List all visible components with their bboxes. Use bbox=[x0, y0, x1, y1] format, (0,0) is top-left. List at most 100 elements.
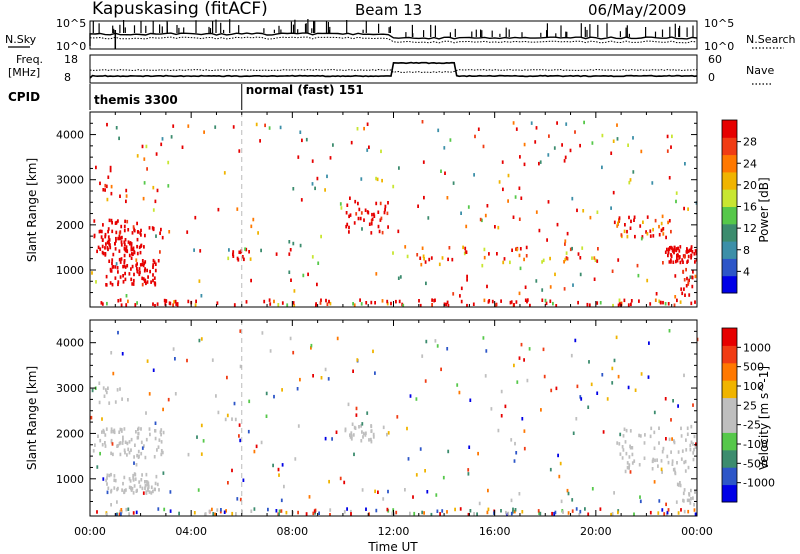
range-gate-cell bbox=[397, 229, 400, 234]
range-gate-cell bbox=[297, 424, 300, 428]
range-gate-cell bbox=[436, 509, 439, 513]
range-gate-cell bbox=[497, 225, 500, 230]
range-gate-cell bbox=[113, 474, 116, 478]
range-gate-cell bbox=[110, 503, 112, 507]
range-gate-cell bbox=[612, 303, 614, 308]
range-gate-cell bbox=[578, 513, 581, 517]
range-gate-cell bbox=[483, 298, 486, 303]
range-gate-cell bbox=[526, 378, 529, 383]
range-gate-cell bbox=[618, 216, 621, 220]
range-gate-cell bbox=[299, 377, 301, 382]
range-gate-cell bbox=[649, 510, 652, 515]
range-gate-cell bbox=[105, 427, 108, 431]
range-gate-cell bbox=[515, 300, 518, 304]
range-gate-cell bbox=[125, 294, 128, 298]
range-gate-cell bbox=[278, 513, 280, 517]
range-gate-cell bbox=[584, 507, 586, 511]
range-gate-cell bbox=[426, 490, 429, 494]
range-gate-cell bbox=[623, 229, 626, 234]
range-gate-cell bbox=[288, 252, 291, 256]
range-gate-cell bbox=[543, 374, 546, 379]
range-gate-cell bbox=[120, 303, 123, 307]
range-gate-cell bbox=[156, 188, 159, 193]
range-gate-cell bbox=[396, 415, 399, 419]
range-gate-cell bbox=[668, 176, 671, 180]
range-gate-cell bbox=[506, 512, 508, 517]
range-gate-cell bbox=[154, 429, 156, 433]
range-gate-cell bbox=[197, 488, 200, 492]
cpid-panel: CPID themis 3300 normal (fast) 151 bbox=[8, 83, 364, 110]
range-gate-cell bbox=[395, 299, 397, 304]
range-gate-cell bbox=[130, 277, 133, 282]
range-gate-cell bbox=[139, 263, 142, 267]
range-gate-cell bbox=[108, 473, 111, 478]
range-gate-cell bbox=[125, 188, 128, 193]
range-gate-cell bbox=[281, 463, 284, 467]
range-gate-cell bbox=[541, 288, 544, 292]
range-gate-cell bbox=[165, 299, 168, 303]
range-gate-cell bbox=[616, 224, 619, 228]
range-gate-cell bbox=[659, 300, 662, 305]
range-gate-cell bbox=[297, 155, 300, 159]
range-gate-cell bbox=[199, 249, 202, 253]
range-gate-cell bbox=[690, 256, 692, 260]
range-gate-cell bbox=[567, 511, 570, 515]
range-gate-cell bbox=[111, 221, 113, 225]
velocity-x-axis: 00:00 04:00 08:00 12:00 16:00 20:00 00:00 bbox=[74, 320, 713, 538]
range-gate-cell bbox=[668, 219, 671, 223]
range-gate-cell bbox=[467, 468, 470, 472]
range-gate-cell bbox=[267, 507, 269, 512]
range-gate-cell bbox=[122, 264, 124, 269]
range-gate-cell bbox=[678, 255, 681, 259]
range-gate-cell bbox=[102, 188, 105, 192]
range-gate-cell bbox=[401, 302, 404, 307]
range-gate-cell bbox=[117, 299, 120, 303]
range-gate-cell bbox=[523, 429, 526, 433]
range-gate-cell bbox=[214, 512, 216, 517]
range-gate-cell bbox=[507, 173, 510, 178]
range-gate-cell bbox=[372, 432, 375, 437]
range-gate-cell bbox=[674, 274, 677, 278]
noise-right-tick-bottom: 10^0 bbox=[704, 40, 734, 53]
range-gate-cell bbox=[113, 428, 116, 433]
range-gate-cell bbox=[667, 460, 670, 465]
range-gate-cell bbox=[684, 162, 686, 166]
range-gate-cell bbox=[549, 256, 551, 261]
range-gate-cell bbox=[152, 489, 154, 494]
range-gate-cell bbox=[660, 459, 663, 463]
range-gate-cell bbox=[219, 509, 222, 514]
date-title: 06/May/2009 bbox=[588, 1, 686, 19]
range-gate-cell bbox=[616, 123, 618, 127]
range-gate-cell bbox=[683, 206, 685, 211]
y-tick-label: 3000 bbox=[56, 174, 84, 187]
range-gate-cell bbox=[143, 261, 146, 266]
range-gate-cell bbox=[122, 438, 124, 443]
range-gate-cell bbox=[124, 238, 127, 242]
range-gate-cell bbox=[658, 224, 660, 229]
range-gate-cell bbox=[140, 440, 143, 445]
range-gate-cell bbox=[297, 510, 299, 515]
range-gate-cell bbox=[649, 234, 652, 238]
range-gate-cell bbox=[685, 284, 688, 288]
range-gate-cell bbox=[682, 269, 684, 274]
range-gate-cell bbox=[133, 455, 135, 459]
range-gate-cell bbox=[476, 512, 478, 516]
range-gate-cell bbox=[250, 224, 253, 229]
range-gate-cell bbox=[587, 512, 590, 516]
range-gate-cell bbox=[617, 510, 619, 515]
range-gate-cell bbox=[289, 248, 292, 252]
range-gate-cell bbox=[132, 225, 135, 229]
range-gate-cell bbox=[120, 428, 123, 432]
range-gate-cell bbox=[510, 300, 513, 304]
colorbar-segment bbox=[722, 397, 737, 416]
range-gate-cell bbox=[127, 447, 130, 452]
range-gate-cell bbox=[101, 417, 103, 421]
range-gate-cell bbox=[523, 446, 526, 451]
range-gate-cell bbox=[541, 298, 544, 302]
range-gate-cell bbox=[243, 257, 245, 262]
range-gate-cell bbox=[488, 252, 490, 256]
range-gate-cell bbox=[667, 302, 670, 306]
range-gate-cell bbox=[346, 507, 348, 511]
range-gate-cell bbox=[152, 278, 154, 283]
range-gate-cell bbox=[136, 269, 139, 273]
